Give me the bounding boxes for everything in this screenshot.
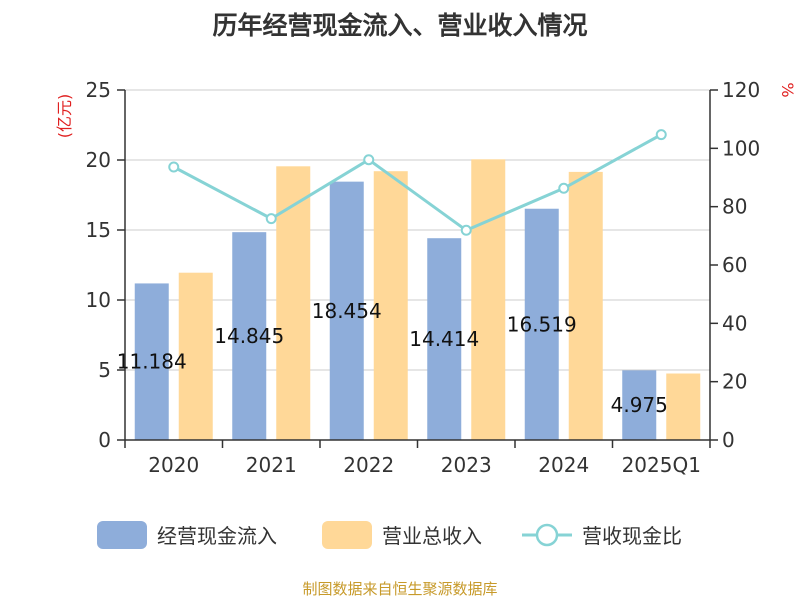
data-label: 16.519 (507, 312, 577, 336)
bar-cash-inflow (622, 370, 657, 440)
ratio-point (655, 129, 667, 141)
x-tick-label: 2020 (148, 453, 199, 477)
legend-label: 营收现金比 (582, 524, 682, 548)
y-right-tick-label: 80 (722, 195, 747, 219)
bar-revenue (373, 171, 408, 440)
y-left-tick-label: 10 (86, 288, 111, 312)
y-right-unit: % (778, 82, 797, 97)
axes: 0 5 10 15 20 25 0 20 40 60 80 100 120 2020 2021 2022 202… (55, 78, 797, 477)
bar-revenue (178, 272, 213, 440)
y-left-tick-label: 5 (98, 358, 111, 382)
legend: 经营现金流入 营业总收入 营收现金比 (97, 521, 682, 549)
y-right-tick-label: 20 (722, 370, 747, 394)
data-label: 4.975 (611, 393, 668, 417)
x-tick-label: 2023 (441, 453, 492, 477)
x-tick-label: 2024 (538, 453, 589, 477)
x-tick-label: 2021 (246, 453, 297, 477)
y-left-tick-label: 25 (86, 78, 111, 102)
data-label: 14.845 (214, 324, 284, 348)
bar-revenue (568, 171, 603, 440)
legend-label: 营业总收入 (382, 524, 482, 548)
ratio-point (265, 213, 277, 225)
data-label: 18.454 (312, 299, 382, 323)
source-note: 制图数据来自恒生聚源数据库 (302, 580, 498, 598)
x-tick-label: 2022 (343, 453, 394, 477)
y-left-tick-label: 15 (86, 218, 111, 242)
ratio-point (558, 182, 570, 194)
ratio-line (168, 129, 667, 236)
y-right-tick-label: 120 (722, 78, 760, 102)
bar-cash-inflow (427, 238, 462, 440)
legend-swatch (97, 521, 147, 549)
data-labels: 11.184 14.845 18.454 14.414 16.519 4.975 (117, 299, 668, 417)
ratio-point (460, 224, 472, 236)
bar-cash-inflow (134, 283, 169, 440)
y-right-tick-label: 100 (722, 136, 760, 160)
grid-lines (125, 89, 710, 371)
y-left-tick-label: 0 (98, 428, 111, 452)
y-right-tick-label: 60 (722, 253, 747, 277)
ratio-point (363, 154, 375, 166)
y-left-tick-label: 20 (86, 148, 111, 172)
ratio-line-path (173, 133, 662, 233)
x-tick-label: 2025Q1 (622, 453, 701, 477)
bars (134, 159, 701, 441)
bar-cash-inflow (329, 181, 364, 441)
data-label: 14.414 (409, 327, 479, 351)
y-right-tick-label: 0 (722, 428, 735, 452)
y-right-tick-label: 40 (722, 311, 747, 335)
data-label: 11.184 (117, 350, 187, 374)
bar-revenue (471, 159, 506, 441)
bar-revenue (666, 373, 701, 440)
ratio-point (168, 161, 180, 173)
y-left-unit: (亿元) (55, 94, 74, 139)
legend-label: 经营现金流入 (157, 524, 277, 548)
bar-cash-inflow (232, 232, 267, 440)
legend-swatch (322, 521, 372, 549)
bar-revenue (276, 166, 311, 441)
chart-title: 历年经营现金流入、营业收入情况 (212, 11, 588, 40)
bar-cash-inflow (524, 208, 559, 440)
legend-marker (535, 523, 559, 547)
